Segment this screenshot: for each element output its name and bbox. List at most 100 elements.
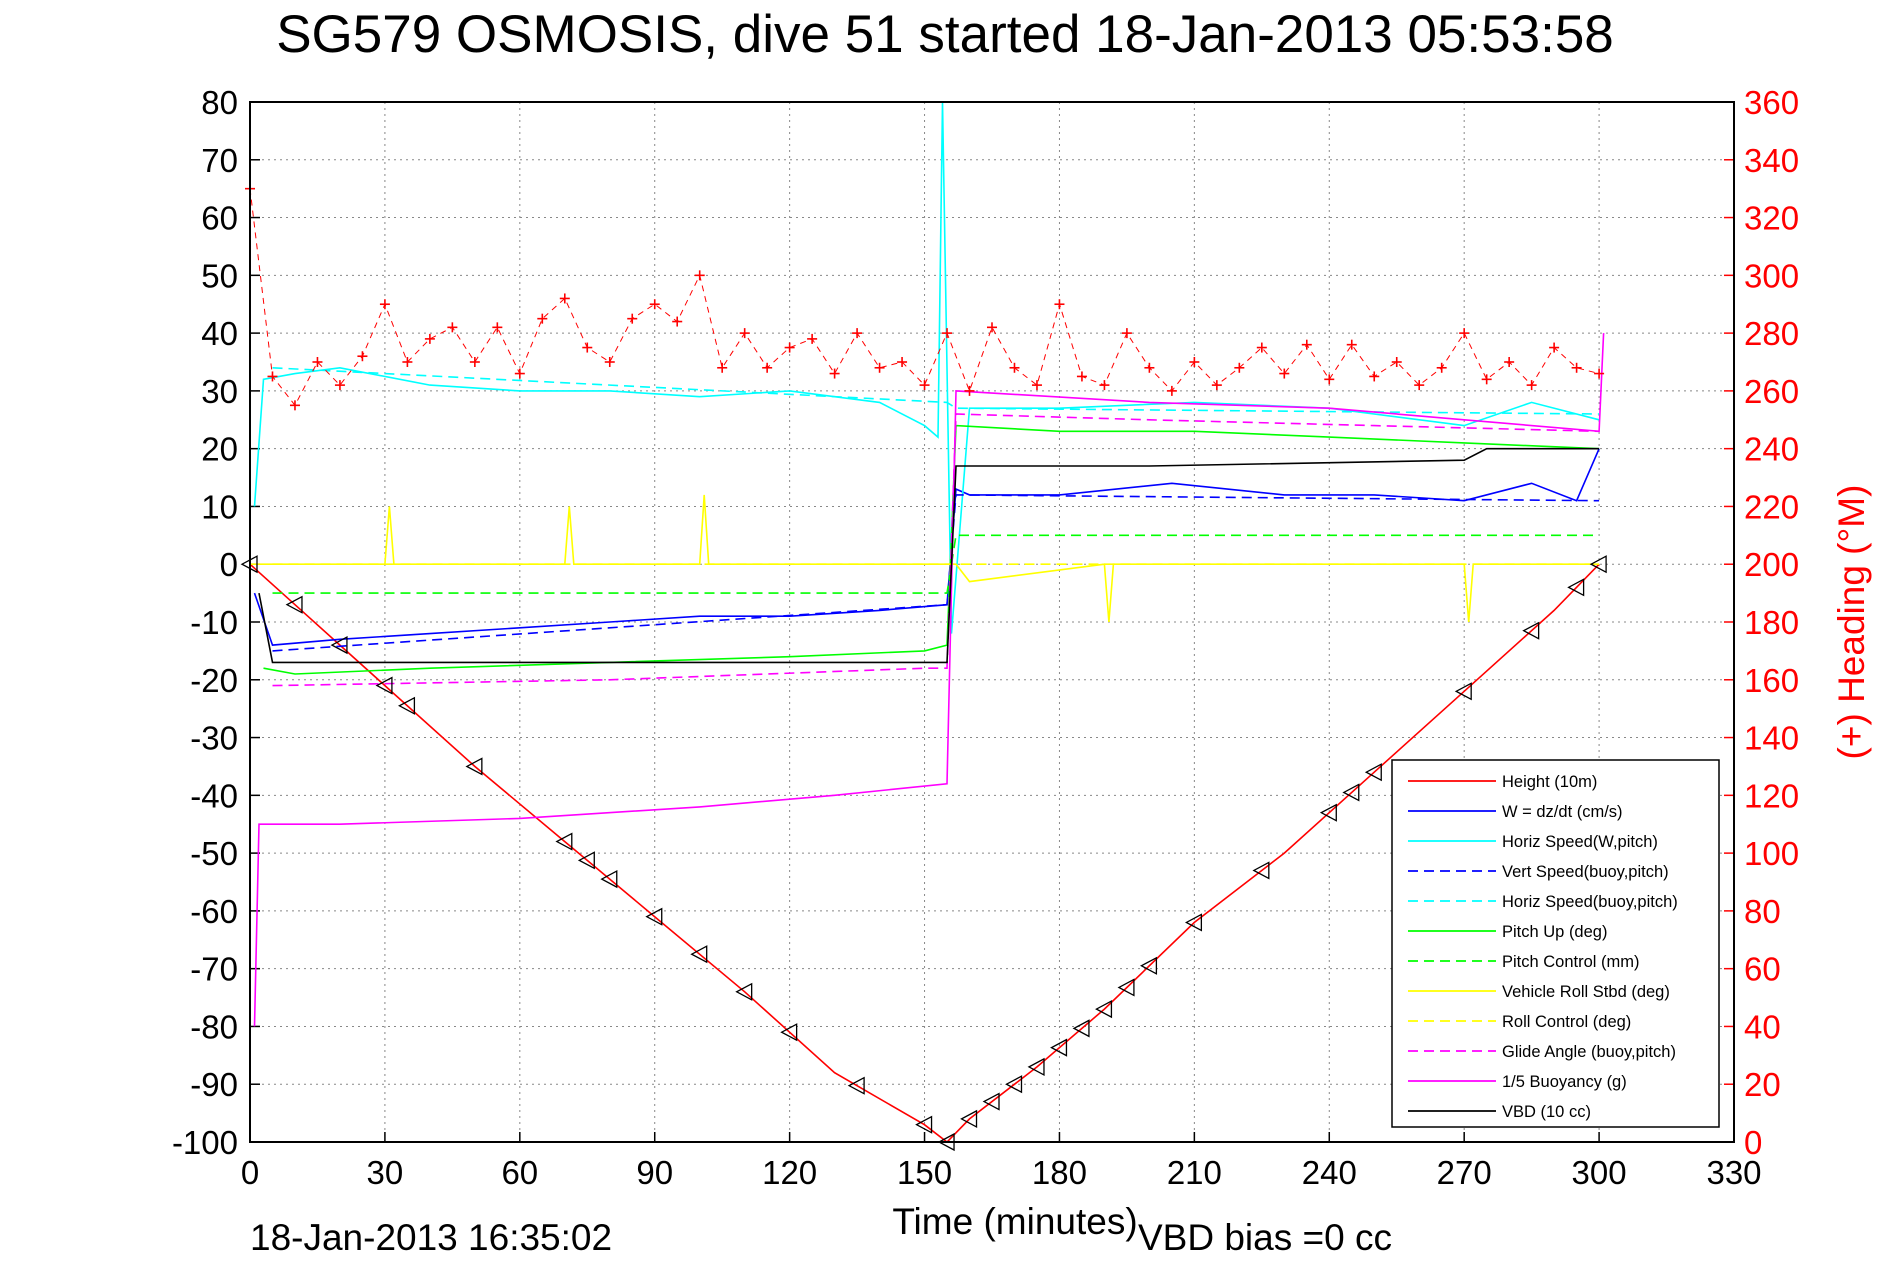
y-tick-label: -60 — [190, 893, 238, 930]
y-right-tick-label: 320 — [1744, 200, 1799, 237]
x-tick-label: 180 — [1032, 1154, 1087, 1191]
depth-marker — [1027, 1057, 1045, 1076]
depth-marker — [1319, 803, 1337, 822]
heading-marker — [1256, 342, 1267, 353]
y-right-tick-label: 100 — [1744, 835, 1799, 872]
y-right-tick-label: 140 — [1744, 720, 1799, 757]
heading-marker — [1346, 339, 1357, 350]
heading-marker — [1369, 371, 1380, 382]
x-tick-label: 330 — [1706, 1154, 1761, 1191]
y-tick-label: 40 — [201, 315, 238, 352]
y-tick-label: 80 — [201, 84, 238, 121]
heading-marker — [267, 371, 278, 382]
depth-marker — [1342, 783, 1360, 802]
heading-marker — [627, 313, 638, 324]
heading-markers — [240, 183, 1607, 1152]
heading-marker — [289, 400, 300, 411]
y-right-axis-label: (+) Heading (°M) — [1831, 485, 1872, 760]
y-right-tick-label: 60 — [1744, 951, 1781, 988]
heading-marker — [1189, 357, 1200, 367]
heading-marker — [604, 357, 615, 367]
heading-marker — [1414, 380, 1425, 391]
plot-frame — [249, 101, 1735, 1143]
y-tick-label: -70 — [190, 951, 238, 988]
heading-marker — [1031, 380, 1042, 391]
depth-marker — [690, 945, 708, 964]
y-right-tick-label: 20 — [1744, 1066, 1781, 1103]
legend-label-2: Horiz Speed(W,pitch) — [1502, 833, 1658, 851]
series-line-4 — [272, 367, 1600, 415]
footer-vbd-bias: VBD bias =0 cc — [1138, 1217, 1392, 1258]
heading-marker — [1481, 374, 1492, 385]
heading-marker — [942, 328, 953, 339]
depth-marker — [398, 696, 416, 715]
heading-marker — [897, 357, 908, 367]
y-tick-labels: 80 70 60 50 40 30 20 10 0 -10 -20 -30 -40 -50 -60 -70 -8… — [172, 84, 238, 1161]
x-tick-label: 300 — [1572, 1154, 1627, 1191]
depth-marker — [600, 870, 618, 889]
legend-label-5: Pitch Up (deg) — [1502, 923, 1607, 941]
depth-marker — [915, 1115, 933, 1134]
depth-marker — [1005, 1075, 1023, 1094]
x-axis-label: Time (minutes) — [892, 1201, 1137, 1242]
depth-marker — [1095, 1000, 1113, 1019]
legend-label-11: VBD (10 cc) — [1502, 1103, 1591, 1121]
heading-marker — [492, 322, 503, 333]
heading-marker — [1121, 328, 1132, 339]
series-line-2 — [253, 101, 1600, 634]
y-tick-label: -30 — [190, 720, 238, 757]
heading-marker — [807, 333, 818, 344]
x-tick-label: 0 — [241, 1154, 259, 1191]
y-right-tick-label: 120 — [1744, 777, 1799, 814]
depth-marker — [982, 1092, 1000, 1111]
heading-marker — [829, 368, 840, 379]
legend-label-0: Height (10m) — [1502, 773, 1597, 791]
depth-marker — [735, 982, 753, 1001]
depth-marker — [1140, 956, 1158, 975]
y-right-tick-label: 280 — [1744, 315, 1799, 352]
y-right-tick-label: 300 — [1744, 257, 1799, 294]
legend-label-10: 1/5 Buoyancy (g) — [1502, 1073, 1627, 1091]
x-tick-label: 270 — [1437, 1154, 1492, 1191]
depth-marker — [577, 851, 595, 870]
y-right-tick-label: 220 — [1744, 488, 1799, 525]
x-tick-label: 120 — [762, 1154, 817, 1191]
x-tick-label: 150 — [897, 1154, 952, 1191]
heading-marker — [1166, 385, 1177, 396]
heading-marker — [649, 299, 660, 310]
heading-marker — [1549, 342, 1560, 353]
x-tick-label: 240 — [1302, 1154, 1357, 1191]
heading-marker — [1436, 362, 1447, 373]
depth-marker — [465, 757, 483, 776]
heading-marker — [469, 357, 480, 367]
depth-marker — [847, 1076, 865, 1095]
heading-marker — [1571, 362, 1582, 373]
depth-marker — [960, 1109, 978, 1128]
heading-marker — [1279, 368, 1290, 379]
heading-marker — [379, 299, 390, 310]
depth-marker — [1072, 1019, 1090, 1038]
heading-marker — [717, 362, 728, 373]
heading-marker — [1301, 339, 1312, 350]
heading-marker — [672, 316, 683, 327]
heading-marker — [1526, 380, 1537, 391]
heading-marker — [1594, 368, 1605, 379]
legend-label-9: Glide Angle (buoy,pitch) — [1502, 1043, 1676, 1061]
y-tick-label: -10 — [190, 604, 238, 641]
heading-marker — [987, 322, 997, 333]
heading-marker — [402, 357, 413, 367]
heading-marker — [1099, 380, 1110, 391]
x-tick-label: 60 — [501, 1154, 538, 1191]
y-tick-label: 0 — [220, 546, 238, 583]
heading-marker — [1324, 374, 1335, 385]
legend-label-8: Roll Control (deg) — [1502, 1013, 1631, 1031]
series-line-6 — [272, 534, 1600, 594]
y-tick-label: 20 — [201, 431, 238, 468]
heading-marker — [1076, 371, 1087, 382]
heading-marker — [1144, 362, 1155, 373]
heading-marker — [1391, 357, 1402, 367]
y-tick-label: -80 — [190, 1008, 238, 1045]
y-tick-label: 70 — [201, 142, 238, 179]
depth-marker — [1252, 861, 1270, 880]
